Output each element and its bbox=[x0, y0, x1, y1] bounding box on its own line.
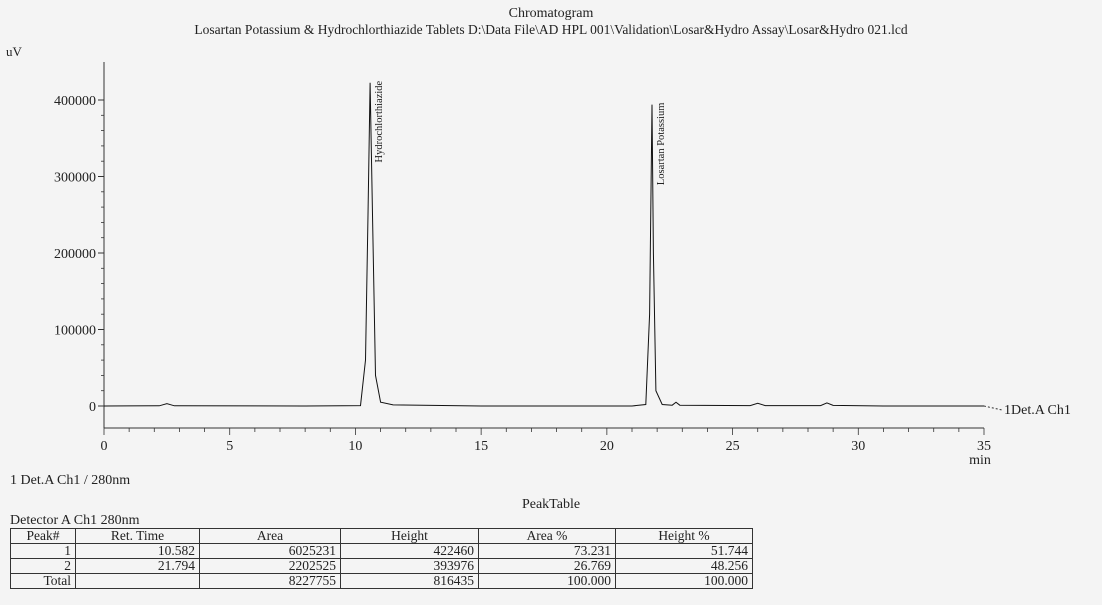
y-tick-label: 0 bbox=[89, 400, 96, 415]
column-header-ret-time: Ret. Time bbox=[75, 528, 200, 544]
table-cell: 2 bbox=[10, 558, 76, 574]
chromatogram-chart: 0 100000 200000 300000 400000 0 5 10 15 20 25 30 35m… bbox=[54, 62, 1071, 468]
table-cell: 21.794 bbox=[75, 558, 200, 574]
table-cell: 422460 bbox=[340, 543, 479, 559]
table-cell: 100.000 bbox=[478, 573, 616, 589]
table-cell: 393976 bbox=[340, 558, 479, 574]
x-tick-label: 10 bbox=[348, 439, 362, 454]
table-cell bbox=[75, 573, 200, 589]
peak-label: Hydrochlorthiazide bbox=[374, 80, 385, 162]
table-cell: 8227755 bbox=[199, 573, 341, 589]
column-header-height-percent: Height % bbox=[615, 528, 753, 544]
table-row: 2 21.794 2202525 393976 26.769 48.256 bbox=[10, 558, 753, 574]
x-tick-label: 20 bbox=[600, 439, 614, 454]
detector-line: 1 Det.A Ch1 / 280nm bbox=[10, 473, 131, 488]
series-line bbox=[103, 82, 984, 407]
x-tick-label: 0 bbox=[101, 439, 108, 454]
y-tick-label: 100000 bbox=[54, 324, 96, 339]
x-tick-label: 5 bbox=[226, 439, 233, 454]
table-cell: 26.769 bbox=[478, 558, 616, 574]
column-header-peak: Peak# bbox=[10, 528, 76, 544]
x-tick-label: 30 bbox=[851, 439, 865, 454]
x-axis-label: min bbox=[969, 453, 991, 468]
table-cell: 2202525 bbox=[199, 558, 341, 574]
peak-label: Losartan Potassium bbox=[656, 103, 667, 186]
column-header-height: Height bbox=[340, 528, 479, 544]
table-cell: 51.744 bbox=[615, 543, 753, 559]
table-cell: 48.256 bbox=[615, 558, 753, 574]
series-name-label: 1Det.A Ch1 bbox=[1004, 403, 1071, 418]
y-axis-unit: uV bbox=[6, 44, 22, 59]
table-row: 1 10.582 6025231 422460 73.231 51.744 bbox=[10, 543, 753, 559]
table-cell: 6025231 bbox=[199, 543, 341, 559]
x-tick-label: 25 bbox=[726, 439, 740, 454]
peak-table-title: PeakTable bbox=[521, 497, 581, 512]
table-cell: 100.000 bbox=[615, 573, 753, 589]
peak-table: Peak# Ret. Time Area Height Area % Heigh… bbox=[10, 528, 753, 589]
y-tick-label: 300000 bbox=[54, 171, 96, 186]
chart-title: Chromatogram bbox=[508, 6, 594, 21]
column-header-area: Area bbox=[199, 528, 341, 544]
table-cell: Total bbox=[10, 573, 76, 589]
peak-table-detector: Detector A Ch1 280nm bbox=[10, 513, 140, 528]
table-cell: 816435 bbox=[340, 573, 479, 589]
y-tick-label: 200000 bbox=[54, 247, 96, 262]
table-cell: 73.231 bbox=[478, 543, 616, 559]
column-header-area-percent: Area % bbox=[478, 528, 616, 544]
table-cell: 1 bbox=[10, 543, 76, 559]
series-leader-line bbox=[983, 405, 1003, 411]
table-header-row: Peak# Ret. Time Area Height Area % Heigh… bbox=[10, 528, 753, 544]
table-cell: 10.582 bbox=[75, 543, 200, 559]
y-tick-label: 400000 bbox=[54, 94, 96, 109]
x-tick-label: 35 bbox=[977, 439, 991, 454]
chart-subtitle: Losartan Potassium & Hydrochlorthiazide … bbox=[194, 22, 908, 37]
table-row-total: Total 8227755 816435 100.000 100.000 bbox=[10, 573, 753, 589]
x-tick-label: 15 bbox=[474, 439, 488, 454]
